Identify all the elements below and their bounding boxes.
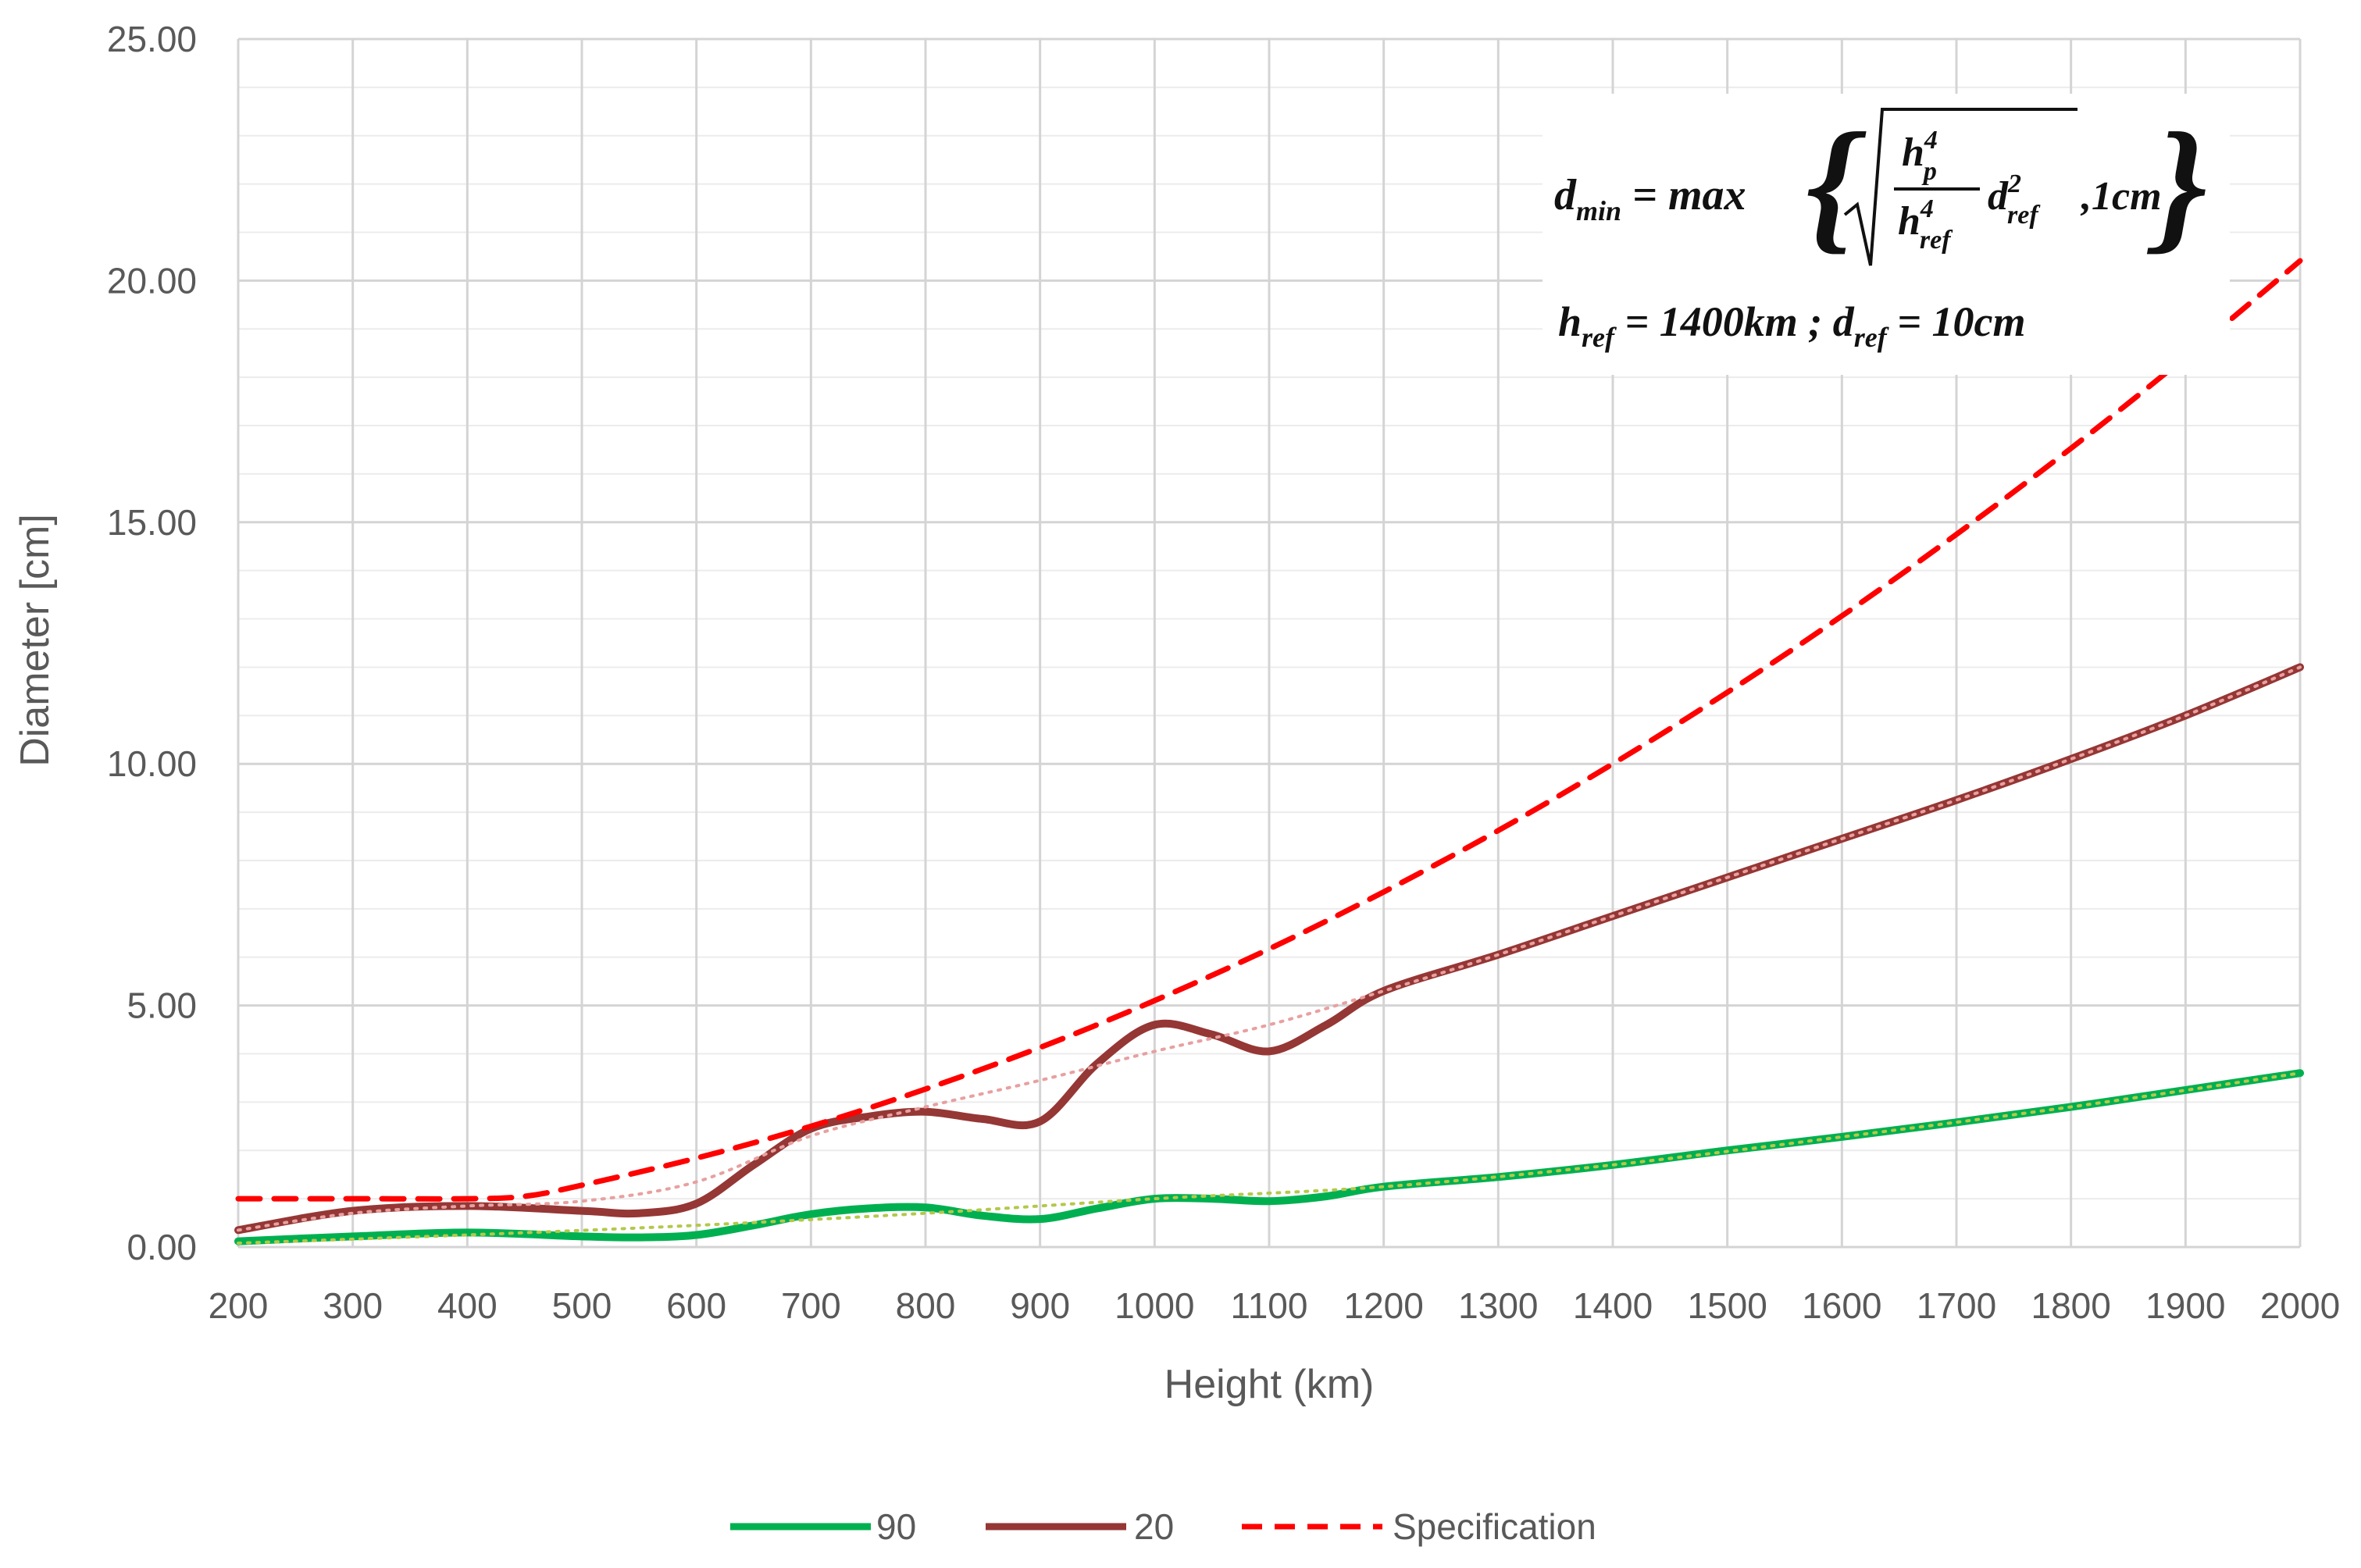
x-axis-ticks: 200 300 400 500 600 700 800 900 1000 1100 1200 1300…: [209, 1285, 2341, 1326]
min-value: ,1cm: [2080, 174, 2162, 219]
y-tick-label: 20.00: [107, 260, 197, 301]
y-tick-label: 15.00: [107, 502, 197, 543]
x-tick-label: 600: [666, 1285, 726, 1326]
x-tick-label: 1100: [1231, 1285, 1308, 1326]
formula-annotation: dmin = max { } h4 p h4 ref d2 ref ,1cm href…: [1542, 94, 2230, 375]
trendline-90: [237, 1071, 2302, 1245]
x-tick-label: 1500: [1687, 1285, 1767, 1326]
dref-squared: d2 ref: [1988, 169, 2041, 230]
frac-numerator: h4 p: [1902, 126, 1938, 186]
trendline-20: [237, 665, 2302, 1232]
x-tick-label: 1700: [1917, 1285, 1996, 1326]
x-tick-label: 2000: [2260, 1285, 2340, 1326]
legend-label-90: 90: [876, 1506, 916, 1547]
x-tick-label: 1200: [1343, 1285, 1423, 1326]
x-tick-label: 800: [896, 1285, 956, 1326]
y-tick-label: 5.00: [127, 985, 197, 1026]
y-axis-ticks: 0.00 5.00 10.00 15.00 20.00 25.00: [107, 19, 197, 1267]
formula-box: [1542, 94, 2230, 375]
x-tick-label: 1400: [1573, 1285, 1653, 1326]
right-brace: }: [2146, 103, 2207, 267]
y-axis-title: Diameter [cm]: [12, 514, 58, 767]
legend-label-specification: Specification: [1393, 1506, 1596, 1547]
series-layer: [234, 258, 2304, 1245]
sqrt-sign: [1843, 108, 2077, 266]
x-tick-label: 1900: [2145, 1285, 2225, 1326]
gridlines: [237, 37, 2302, 1249]
x-tick-label: 200: [209, 1285, 269, 1326]
x-tick-label: 500: [552, 1285, 612, 1326]
formula-dmin: dmin = max: [1554, 171, 1746, 226]
left-brace: {: [1806, 103, 1867, 267]
legend-label-20: 20: [1134, 1506, 1174, 1547]
x-tick-label: 1000: [1115, 1285, 1194, 1326]
x-tick-label: 900: [1010, 1285, 1070, 1326]
x-tick-label: 300: [323, 1285, 383, 1326]
y-tick-label: 10.00: [107, 743, 197, 784]
x-tick-label: 400: [437, 1285, 498, 1326]
x-tick-label: 1600: [1802, 1285, 1881, 1326]
x-axis-title: Height (km): [1164, 1362, 1375, 1407]
y-tick-label: 25.00: [107, 19, 197, 59]
x-tick-label: 700: [781, 1285, 841, 1326]
legend: 90 20 Specification: [730, 1506, 1596, 1547]
frac-denominator: h4 ref: [1898, 194, 1953, 255]
formula-href-dref: href = 1400km ; dref = 10cm: [1558, 298, 2026, 353]
y-tick-label: 0.00: [127, 1227, 197, 1267]
x-tick-label: 1800: [2031, 1285, 2110, 1326]
x-tick-label: 1300: [1458, 1285, 1538, 1326]
series-line-20: [234, 663, 2304, 1235]
series-line-specification: [235, 258, 2303, 1202]
